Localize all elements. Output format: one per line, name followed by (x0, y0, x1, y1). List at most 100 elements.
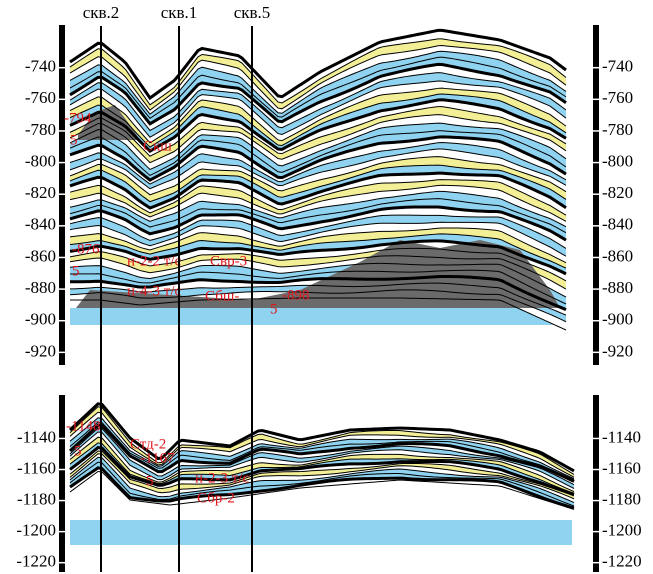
layer (70, 215, 566, 257)
y-tick-label: -1180 (17, 489, 56, 508)
y-tick-label: -1160 (602, 458, 641, 477)
y-tick-label: -1160 (17, 458, 56, 477)
y-tick-label: -760 (25, 88, 56, 107)
annotation: 5 (70, 132, 78, 148)
y-tick-label: -800 (602, 151, 633, 170)
annotation: Скш (143, 138, 172, 154)
horizon (69, 421, 575, 481)
horizon (69, 106, 567, 157)
y-tick-label: -1140 (602, 427, 641, 446)
annotation: Сбр-2 (197, 490, 235, 506)
horizon (69, 38, 567, 106)
layer (70, 263, 566, 304)
horizon (69, 227, 567, 264)
layer (70, 428, 574, 489)
annotation: н-2-3 т/с (195, 470, 249, 486)
annotation: Стд-2 (130, 436, 166, 452)
horizon (69, 28, 567, 101)
horizon (69, 62, 567, 126)
horizon (69, 87, 567, 144)
horizon (69, 130, 567, 177)
y-tick-label: -1200 (16, 521, 56, 540)
annotation: -876 (72, 241, 100, 257)
layer (70, 185, 566, 227)
annotation: 5 (74, 443, 82, 459)
section-panel: -740 -760 -780 -800 -820 -840 -860 -880 -900 -920… (25, 25, 633, 365)
horizon (69, 423, 575, 483)
horizon (70, 297, 567, 331)
layer (70, 450, 574, 499)
horizon (69, 179, 567, 216)
annotation: 5 (72, 263, 80, 279)
base-layer (70, 308, 555, 325)
layer (70, 191, 566, 233)
horizon (69, 205, 567, 242)
y-tick-label: -780 (25, 120, 56, 139)
horizon (69, 427, 575, 486)
annotation: -1148 (66, 418, 100, 434)
y-tick-label: -800 (25, 151, 56, 170)
y-tick-label: -820 (602, 183, 633, 202)
horizon (69, 80, 567, 138)
layer (70, 206, 566, 249)
horizon (69, 450, 575, 497)
y-tick-label: -900 (602, 310, 633, 329)
y-tick-label: -920 (25, 341, 56, 360)
layer (70, 222, 566, 263)
horizon (69, 184, 567, 222)
y-tick-label: -780 (602, 120, 633, 139)
annotation: 5 (146, 473, 154, 489)
horizon (69, 456, 575, 503)
horizon (69, 461, 575, 507)
annotation: Свр-3 (210, 253, 247, 269)
layer (70, 425, 574, 485)
y-tick-label: -1220 (602, 552, 642, 571)
horizon (69, 453, 575, 500)
annotation: -794 (64, 110, 92, 126)
y-tick-label: -920 (602, 341, 633, 360)
horizon (69, 164, 567, 203)
horizon (69, 98, 567, 154)
y-tick-label: -840 (25, 215, 56, 234)
y-tick-label: -740 (25, 57, 56, 76)
horizon (69, 275, 567, 311)
y-tick-label: -1220 (16, 552, 56, 571)
well-label: скв.2 (83, 3, 120, 22)
horizon (69, 93, 567, 148)
horizon (69, 282, 567, 316)
horizon (69, 56, 567, 120)
horizon (69, 214, 567, 249)
layer (70, 403, 574, 475)
annotation: н-4-3 т/с (127, 283, 181, 299)
horizon (69, 470, 575, 510)
y-tick-label: -860 (25, 246, 56, 265)
layer (70, 283, 566, 322)
horizon (69, 446, 575, 496)
horizon (69, 72, 567, 132)
horizon (69, 50, 567, 115)
horizon (69, 45, 567, 111)
horizon (69, 466, 575, 510)
horizon (69, 122, 567, 171)
base-layer (70, 520, 572, 545)
y-tick-label: -740 (602, 57, 633, 76)
layer (70, 248, 566, 290)
annotation: 5 (270, 301, 278, 317)
horizon (69, 198, 567, 234)
y-tick-label: -900 (25, 310, 56, 329)
horizon (69, 406, 575, 475)
horizon (69, 114, 567, 164)
horizon (69, 255, 567, 290)
horizon (69, 141, 567, 185)
y-tick-label: -1200 (602, 521, 642, 540)
layer (70, 467, 574, 510)
horizon (69, 436, 575, 493)
layer (70, 233, 566, 274)
annotation: -1167 (140, 450, 175, 466)
y-tick-label: -820 (25, 183, 56, 202)
horizon (69, 239, 567, 276)
horizon (69, 221, 567, 257)
horizon (69, 156, 567, 196)
horizon (69, 233, 567, 269)
